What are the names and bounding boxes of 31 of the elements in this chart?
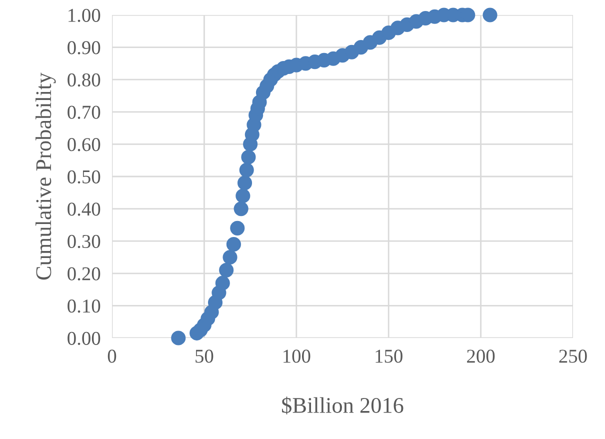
y-tick-label: 0.00 [68, 332, 100, 346]
point [237, 176, 252, 190]
point [239, 162, 254, 178]
y-tick-label: 1.00 [68, 8, 100, 22]
point [236, 188, 250, 204]
x-axis-title: $Billion 2016 [282, 396, 404, 414]
y-axis-title: Cumulative Probability [36, 72, 56, 280]
y-tick-label: 0.10 [68, 300, 100, 313]
x-tick-label: 250 [559, 350, 587, 363]
y-tick-label: 0.80 [68, 73, 100, 87]
y-tick-label: 0.40 [68, 202, 100, 216]
y-tick-label: 0.30 [68, 234, 100, 248]
point [171, 330, 186, 346]
point [234, 202, 248, 216]
x-tick-label: 50 [196, 350, 214, 363]
point [219, 262, 234, 278]
point [482, 8, 498, 22]
point [230, 220, 245, 236]
x-tick-label: 150 [376, 350, 402, 363]
y-tick-label: 0.70 [68, 106, 100, 119]
point [226, 237, 241, 252]
y-tick-label: 0.50 [68, 170, 100, 184]
y-tick-label: 0.60 [68, 138, 100, 152]
point [222, 250, 238, 265]
x-tick-label: 100 [284, 350, 310, 363]
x-tick-label: 0 [108, 350, 116, 363]
y-tick-label: 0.90 [68, 41, 100, 54]
y-tick-label: 0.20 [68, 267, 100, 280]
x-tick-label: 200 [467, 350, 495, 363]
point [241, 150, 256, 164]
point [215, 276, 230, 290]
